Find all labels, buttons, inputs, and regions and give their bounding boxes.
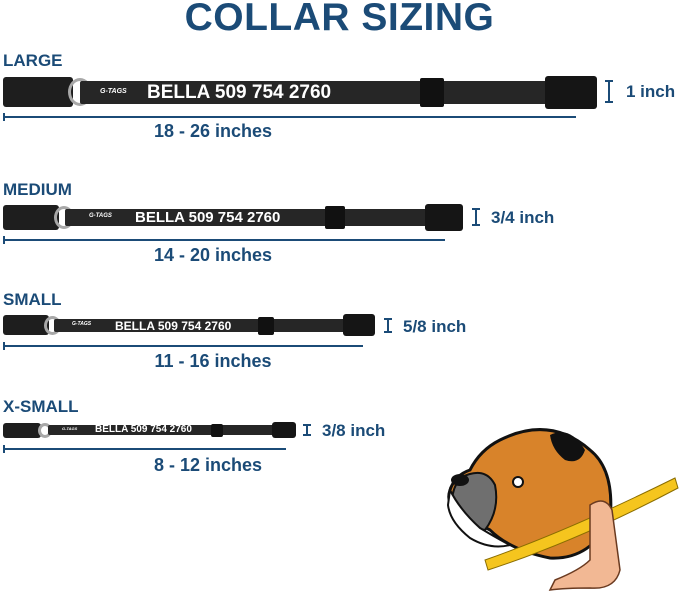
length-range: 11 - 16 inches [154, 351, 272, 371]
page-title: COLLAR SIZING [184, 0, 495, 39]
brand-logo: G-TAGS [100, 88, 127, 95]
width-text: 3/4 inch [491, 208, 555, 227]
width-marker-icon [605, 80, 613, 103]
collar-band [54, 319, 354, 332]
collar-end [3, 77, 73, 107]
collar-text: BELLA 509 754 2760 [115, 319, 232, 333]
boxer-dog-measuring-illustration [446, 428, 679, 591]
width-marker-icon [472, 208, 480, 226]
length-range: 8 - 12 inches [153, 455, 263, 475]
collar-text: BELLA 509 754 2760 [135, 209, 281, 226]
width-text: 1 inch [626, 82, 676, 101]
collar-end [3, 205, 59, 230]
width-text: 3/8 inch [322, 421, 386, 440]
slider-buckle [258, 317, 274, 335]
length-line [3, 445, 286, 453]
width-marker-icon [384, 318, 392, 333]
length-line [3, 113, 576, 121]
buckle [545, 76, 597, 109]
collar-band [48, 425, 284, 435]
length-line [3, 342, 363, 350]
length-range: 18 - 26 inches [153, 121, 273, 141]
buckle [272, 422, 296, 438]
slider-buckle [211, 424, 223, 437]
length-range: 14 - 20 inches [153, 245, 273, 265]
collar-text: BELLA 509 754 2760 [147, 82, 332, 103]
buckle [343, 314, 375, 336]
brand-logo: G-TAGS [62, 426, 78, 431]
collar-band [65, 209, 440, 226]
collar-text: BELLA 509 754 2760 [95, 424, 192, 435]
buckle [425, 204, 463, 231]
length-line [3, 236, 445, 244]
brand-logo: G-TAGS [72, 321, 92, 327]
slider-buckle [325, 206, 345, 229]
width-marker-icon [303, 424, 311, 436]
collar-end [3, 423, 41, 438]
brand-logo: G-TAGS [89, 213, 112, 219]
size-label: SMALL [3, 290, 62, 309]
slider-buckle [420, 78, 444, 107]
size-label: X-SMALL [3, 397, 79, 416]
size-label: MEDIUM [3, 180, 72, 199]
collar-end [3, 315, 49, 335]
size-label: LARGE [3, 51, 63, 70]
width-text: 5/8 inch [403, 317, 467, 336]
